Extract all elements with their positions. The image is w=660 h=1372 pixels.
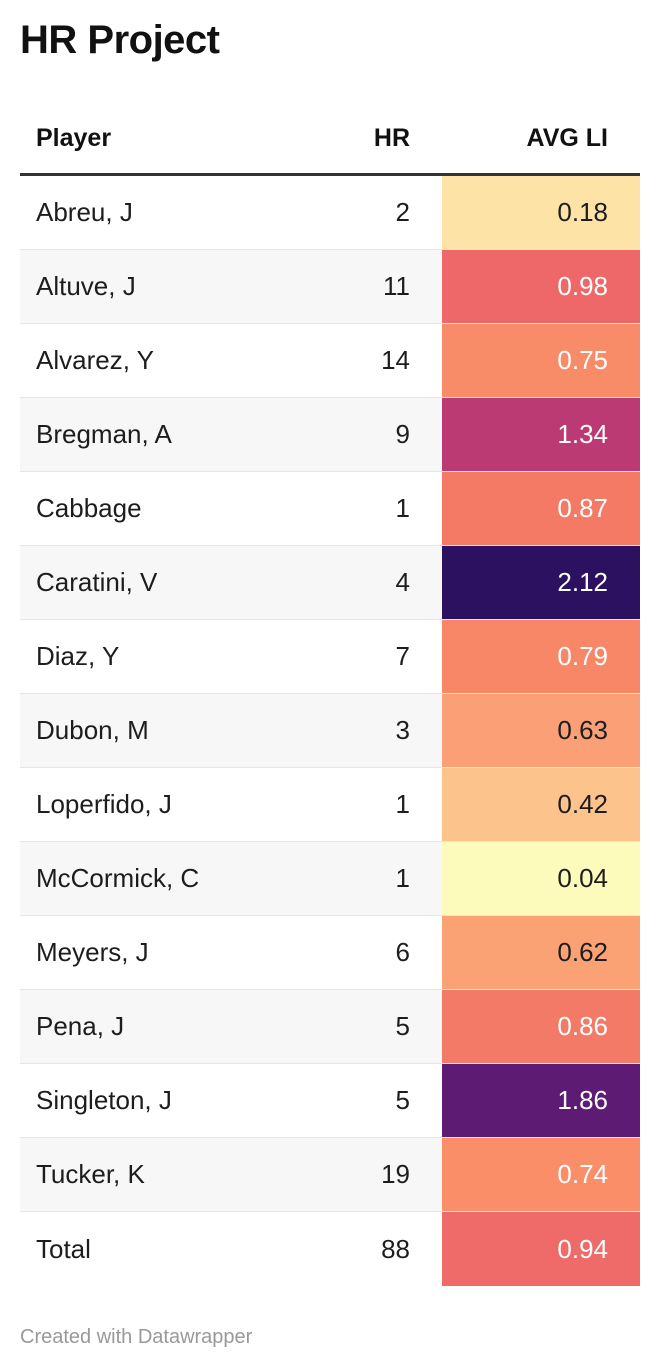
avg-li-cell: 1.86 bbox=[442, 1064, 640, 1137]
hr-cell: 1 bbox=[395, 493, 410, 523]
hr-cell: 6 bbox=[395, 937, 410, 967]
table-row: Cabbage 1 0.87 bbox=[20, 472, 640, 546]
hr-cell: 4 bbox=[395, 567, 410, 597]
player-cell: Total bbox=[36, 1233, 91, 1264]
table-row: Diaz, Y 7 0.79 bbox=[20, 620, 640, 694]
column-header-avg-li[interactable]: AVG LI bbox=[526, 124, 608, 152]
data-table: Player HR AVG LI Abreu, J 2 0.18 Altuve, J 1… bbox=[20, 104, 640, 1286]
table-row: Tucker, K 19 0.74 bbox=[20, 1138, 640, 1212]
avg-li-cell: 0.04 bbox=[442, 842, 640, 915]
table-row: Alvarez, Y 14 0.75 bbox=[20, 324, 640, 398]
player-cell: Diaz, Y bbox=[36, 641, 120, 671]
player-cell: McCormick, C bbox=[36, 863, 200, 893]
avg-li-cell: 0.74 bbox=[442, 1138, 640, 1211]
hr-cell: 5 bbox=[395, 1085, 410, 1115]
player-cell: Tucker, K bbox=[36, 1159, 145, 1189]
avg-li-cell: 2.12 bbox=[442, 546, 640, 619]
hr-cell: 3 bbox=[395, 715, 410, 745]
avg-li-cell: 0.94 bbox=[442, 1212, 640, 1286]
table-row: McCormick, C 1 0.04 bbox=[20, 842, 640, 916]
table-row: Meyers, J 6 0.62 bbox=[20, 916, 640, 990]
player-cell: Meyers, J bbox=[36, 937, 149, 967]
hr-cell: 14 bbox=[381, 345, 410, 375]
hr-cell: 9 bbox=[395, 419, 410, 449]
hr-cell: 19 bbox=[381, 1159, 410, 1189]
avg-li-cell: 0.75 bbox=[442, 324, 640, 397]
hr-cell: 1 bbox=[395, 863, 410, 893]
player-cell: Abreu, J bbox=[36, 197, 133, 227]
page-title: HR Project bbox=[20, 18, 220, 62]
table-row: Loperfido, J 1 0.42 bbox=[20, 768, 640, 842]
table-row: Singleton, J 5 1.86 bbox=[20, 1064, 640, 1138]
table-row: Pena, J 5 0.86 bbox=[20, 990, 640, 1064]
table-header: Player HR AVG LI bbox=[20, 104, 640, 176]
avg-li-cell: 0.79 bbox=[442, 620, 640, 693]
avg-li-cell: 0.63 bbox=[442, 694, 640, 767]
player-cell: Pena, J bbox=[36, 1011, 125, 1041]
player-cell: Loperfido, J bbox=[36, 789, 172, 819]
column-header-hr[interactable]: HR bbox=[373, 124, 410, 152]
avg-li-cell: 0.87 bbox=[442, 472, 640, 545]
attribution-text: Created with Datawrapper bbox=[20, 1326, 253, 1348]
avg-li-cell: 0.62 bbox=[442, 916, 640, 989]
avg-li-cell: 0.98 bbox=[442, 250, 640, 323]
hr-cell: 2 bbox=[395, 197, 410, 227]
hr-cell: 11 bbox=[383, 271, 410, 301]
player-cell: Alvarez, Y bbox=[36, 345, 155, 375]
avg-li-cell: 0.42 bbox=[442, 768, 640, 841]
table-body: Abreu, J 2 0.18 Altuve, J 11 0.98 Alvarez, Y 14… bbox=[20, 176, 640, 1286]
avg-li-cell: 0.86 bbox=[442, 990, 640, 1063]
table-row: Abreu, J 2 0.18 bbox=[20, 176, 640, 250]
player-cell: Altuve, J bbox=[36, 271, 136, 301]
player-cell: Cabbage bbox=[36, 493, 142, 523]
hr-cell: 88 bbox=[381, 1233, 410, 1264]
table-row: Caratini, V 4 2.12 bbox=[20, 546, 640, 620]
hr-cell: 1 bbox=[395, 789, 410, 819]
table-row: Dubon, M 3 0.63 bbox=[20, 694, 640, 768]
hr-cell: 5 bbox=[395, 1011, 410, 1041]
avg-li-cell: 0.18 bbox=[442, 176, 640, 249]
player-cell: Caratini, V bbox=[36, 567, 158, 597]
table-row: Altuve, J 11 0.98 bbox=[20, 250, 640, 324]
hr-cell: 7 bbox=[395, 641, 410, 671]
table-row: Total 88 0.94 bbox=[20, 1212, 640, 1286]
column-header-player[interactable]: Player bbox=[36, 124, 112, 152]
player-cell: Bregman, A bbox=[36, 419, 172, 449]
table-row: Bregman, A 9 1.34 bbox=[20, 398, 640, 472]
player-cell: Dubon, M bbox=[36, 715, 149, 745]
player-cell: Singleton, J bbox=[36, 1085, 172, 1115]
avg-li-cell: 1.34 bbox=[442, 398, 640, 471]
